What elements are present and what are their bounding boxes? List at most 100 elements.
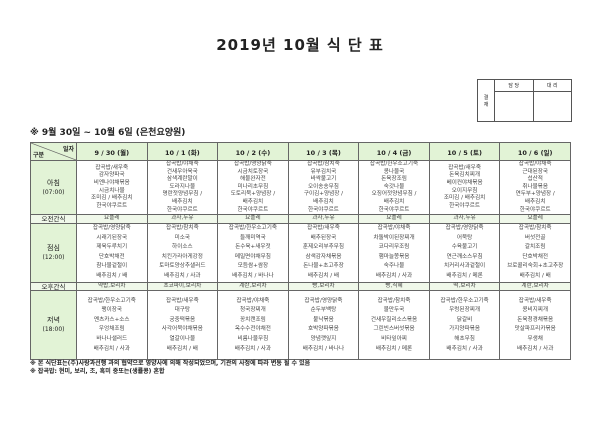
menu-item: 배추김치 <box>313 198 334 205</box>
meal-name: 오전간식 <box>41 214 66 223</box>
menu-item: 배추김치 / 바나나 <box>232 272 274 279</box>
menu-item: 바나나샐러드 <box>96 335 128 342</box>
footnote-2: ※ 잡곡밥: 현미, 보리, 조, 흑미 중또는(생률콩) 혼합 <box>30 368 165 375</box>
menu-item: 배추김치 / 사과 <box>446 345 483 352</box>
menu-item: 단호박채전 <box>522 253 549 260</box>
menu-item: 단호박채전 <box>98 253 125 260</box>
menu-item: 그린빈스버섯볶음 <box>373 326 415 333</box>
menu-item: 브로콜리숙회+초고추장 <box>507 263 564 270</box>
menu-item: 도토리묵+양념장 / <box>230 191 276 198</box>
menu-cell: 잡곡밥/야채죽 근대된장국 섭산적 취나물볶음 연두부+양념장 / 배추김치 한국야쿠르트 <box>499 159 571 216</box>
menu-item: 과자,두유 <box>453 215 476 222</box>
menu-item: 삼색계란말이 <box>166 176 198 183</box>
menu-item: 잡곡밥/야채죽 <box>236 297 270 304</box>
menu-item: 어묵탕 <box>456 234 473 241</box>
menu-item: 양념깻잎지 <box>310 335 337 342</box>
approval-col-manager: 담 당 <box>494 79 534 92</box>
day-header: 10 / 6 (일) <box>499 142 571 161</box>
menu-item: 잡곡밥/영양닭죽 <box>304 297 343 304</box>
menu-item: 우렁된장찌개 <box>449 307 481 314</box>
menu-item: 우엉채조림 <box>98 326 125 333</box>
menu-item: 배추김치 <box>242 198 264 205</box>
menu-item: 햄마늘쫑볶음 <box>378 253 410 260</box>
menu-item: 초코파이,보리차 <box>163 282 202 289</box>
page-title: 2019년 10월 식 단 표 <box>216 36 384 54</box>
day-header: 10 / 5 (토) <box>428 142 501 161</box>
corner-category-label: 구분 <box>33 152 45 159</box>
approval-sign-deputy[interactable] <box>532 91 572 122</box>
menu-item: 잡곡밥/참치죽 <box>518 224 552 231</box>
menu-item: 버섯전골 <box>524 234 546 241</box>
menu-item: 배추김치 <box>383 198 405 205</box>
menu-item: 잡곡밥/야채죽 <box>377 224 411 231</box>
menu-item: 요플레 <box>245 215 261 222</box>
menu-item: 잡곡밥/영양닭죽 <box>92 224 131 231</box>
meal-name: 점심 <box>47 243 60 252</box>
menu-cell: 빵,식혜 <box>358 281 430 292</box>
menu-item: 한국야쿠르트 <box>449 202 481 209</box>
menu-cell: 잡곡밥/한우소고기죽 콩나물국 돈육장조림 숙갓나물 오징어젓양념무침 / 배추김치 한국야… <box>358 159 430 216</box>
menu-item: 잡곡밥/새우죽 <box>518 297 552 304</box>
menu-item: 시래기된장국 <box>96 234 128 241</box>
menu-item: 배추김치 / 메론 <box>446 272 483 279</box>
day-header: 10 / 3 (목) <box>287 142 360 161</box>
footnote-1: ※ 본 식단표는(주)사랑과선행 과의 협약으로 영양사에 의해 작성되었으며,… <box>30 360 311 367</box>
menu-item: 잡곡밥/한우소고기죽 <box>87 297 136 304</box>
menu-item: 배추김치 / 배 <box>96 272 128 279</box>
meal-row: 저녁 (18:00) 잡곡밥/한우소고기죽 팽이장국 멘츠카스+소스 우엉채조림 바나나샐러… <box>30 290 571 361</box>
menu-item: 삼색감자채볶음 <box>305 253 342 260</box>
menu-item: 배추김치 / 사과 <box>164 272 201 279</box>
menu-cell: 요플레 <box>76 214 148 224</box>
menu-item: 토마토양상추샐러드 <box>159 263 206 270</box>
menu-item: 미소국 <box>174 234 191 241</box>
menu-item: 연두부+양념장 / <box>515 191 555 198</box>
menu-item: 배추김치 / 사과 <box>517 345 554 352</box>
menu-cell: 잡곡밥/새우죽 배추된장국 훈제오리부추무침 삼색감자채볶음 돈나물+초고추장 배추김치 … <box>287 222 360 283</box>
menu-item: 맛살파프리카볶음 <box>514 326 556 333</box>
menu-cell: 잡곡밥/영양닭죽 어묵탕 수육불고기 연근깨소스무침 치커리사과겉절이 배추김치 / 메론 <box>428 222 501 283</box>
menu-item: 돈육청경채볶음 <box>517 316 554 323</box>
menu-item: 떡,보리차 <box>453 282 476 289</box>
menu-item: 조미김 / 배추김치 <box>91 195 133 202</box>
menu-item: 배추김치 / 바나나 <box>302 345 345 352</box>
menu-item: 물만두국 <box>383 307 405 314</box>
menu-item: 근대된장국 <box>522 168 549 175</box>
corner-date-label: 일자 <box>62 146 74 153</box>
menu-item: 수육불고기 <box>451 244 478 251</box>
menu-item: 배추김치 / 메론 <box>375 345 413 352</box>
header-row: 일자 구분 9 / 30 (월) 10 / 1 (화) 10 / 2 (수) 10 /… <box>30 142 571 161</box>
meal-label: 점심 (12:00) <box>30 222 77 283</box>
menu-cell: 잡곡밥/새우죽 감자양파국 비엔나야채볶음 시금치나물 조미김 / 배추김치 한국야쿠르트 <box>76 159 148 216</box>
approval-sign-manager[interactable] <box>494 91 534 122</box>
day-header: 10 / 2 (수) <box>217 142 289 161</box>
menu-item: 닭갈비 <box>456 316 473 323</box>
menu-item: 건새우칠리소스볶음 <box>370 316 418 323</box>
meal-label: 오후간식 <box>30 281 77 292</box>
menu-item: 비엔나야채볶음 <box>93 179 130 186</box>
menu-item: 과자,두유 <box>312 215 335 222</box>
menu-item: 잡곡밥/한우소고기죽 <box>440 297 489 304</box>
menu-cell: 잡곡밥/한우소고기죽 우렁된장찌개 닭갈비 가지양파볶음 해초무침 배추김치 / 사과 <box>428 290 501 361</box>
menu-cell: 빵,보리차 <box>287 281 360 292</box>
menu-cell: 잡곡밥/참치죽 미소국 하이소스 치킨가라아게강정 토마토양상추샐러드 배추김치 / 사과 <box>146 222 219 283</box>
menu-item: 비타잎아찌 <box>381 335 407 342</box>
meal-name: 저녁 <box>47 316 60 325</box>
menu-item: 잡곡밥/영양닭죽 <box>445 224 484 231</box>
menu-item: 잡곡밥/새우죽 <box>448 164 481 171</box>
menu-item: 바싹불고기 <box>310 176 337 183</box>
menu-cell: 과자,두유 <box>428 214 501 224</box>
meal-row: 점심 (12:00) 잡곡밥/영양닭죽 시래기된장국 제육두루치기 단호박채전 참나물겉절이… <box>30 222 571 283</box>
meal-row: 오후간식 약밥,보리차 초코파이,보리차 계란,보리차 빵,보리차 빵,식혜 떡,보리차 계란… <box>30 281 571 292</box>
menu-item: 한국야쿠르트 <box>378 206 410 213</box>
menu-cell: 잡곡밥/야채죽 차돌박이된장찌개 코다리무조림 햄마늘쫑볶음 숙주나물 배추김치 / 사과 <box>358 222 430 283</box>
menu-cell: 과자,두유 <box>287 214 360 224</box>
menu-item: 오이송송무침 <box>308 183 339 190</box>
menu-item: 잡곡밥/새우죽 <box>95 164 129 171</box>
menu-item: 유부김치국 <box>310 168 337 175</box>
menu-item: 한국야쿠르트 <box>308 206 339 213</box>
menu-cell: 잡곡밥/영양닭죽 순두부백탕 불낙볶음 호박양파볶음 양념깻잎지 배추김치 / 바나나 <box>287 290 360 361</box>
menu-item: 잡곡밥/야채죽 <box>165 161 199 167</box>
menu-item: 시금치토장국 <box>237 168 269 175</box>
meal-name: 오후간식 <box>41 282 66 291</box>
menu-item: 돈나물+초고추장 <box>303 263 344 270</box>
